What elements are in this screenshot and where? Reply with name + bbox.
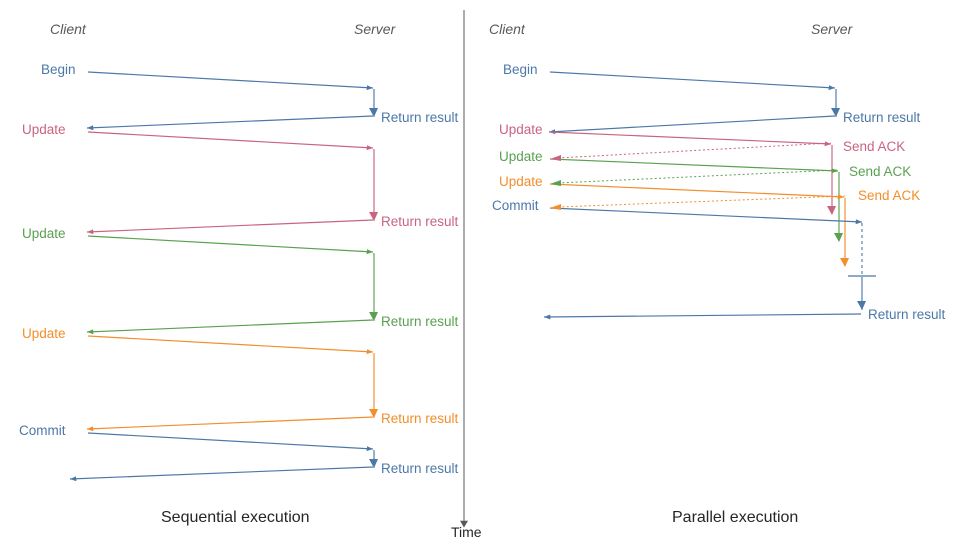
svg-text:Update: Update <box>499 122 543 137</box>
svg-text:Update: Update <box>22 226 66 241</box>
svg-text:Parallel execution: Parallel execution <box>672 509 798 526</box>
svg-text:Sequential execution: Sequential execution <box>161 509 310 526</box>
svg-text:Return result: Return result <box>381 411 459 426</box>
svg-text:Commit: Commit <box>492 198 539 213</box>
svg-text:Begin: Begin <box>41 62 76 77</box>
svg-text:Client: Client <box>489 21 526 37</box>
svg-text:Return result: Return result <box>381 110 459 125</box>
svg-text:Send ACK: Send ACK <box>858 188 920 203</box>
svg-text:Begin: Begin <box>503 62 538 77</box>
svg-text:Return result: Return result <box>381 314 459 329</box>
svg-text:Return result: Return result <box>843 110 921 125</box>
svg-text:Return result: Return result <box>868 307 946 322</box>
svg-text:Update: Update <box>499 174 543 189</box>
svg-text:Commit: Commit <box>19 423 66 438</box>
svg-text:Update: Update <box>22 122 66 137</box>
svg-text:Server: Server <box>811 21 854 37</box>
svg-text:Return result: Return result <box>381 214 459 229</box>
svg-text:Return result: Return result <box>381 461 459 476</box>
svg-text:Client: Client <box>50 21 87 37</box>
svg-text:Update: Update <box>499 149 543 164</box>
svg-text:Server: Server <box>354 21 397 37</box>
svg-text:Update: Update <box>22 326 66 341</box>
svg-text:Send ACK: Send ACK <box>843 139 905 154</box>
svg-text:Time: Time <box>451 524 482 540</box>
svg-text:Send ACK: Send ACK <box>849 164 911 179</box>
